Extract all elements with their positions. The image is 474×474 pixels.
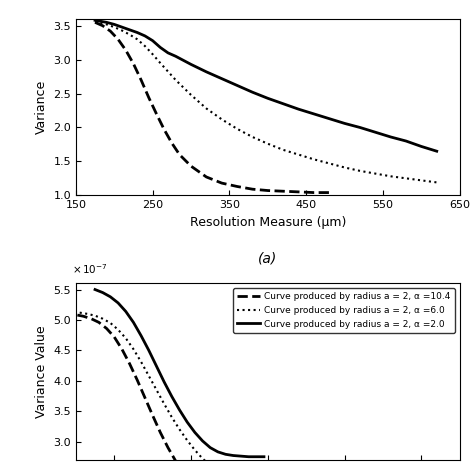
Text: (a): (a) xyxy=(258,252,277,266)
Y-axis label: Variance Value: Variance Value xyxy=(35,325,48,418)
Y-axis label: Variance: Variance xyxy=(35,80,48,134)
Text: $\times\,10^{-7}$: $\times\,10^{-7}$ xyxy=(72,263,108,276)
X-axis label: Resolution Measure (μm): Resolution Measure (μm) xyxy=(190,216,346,228)
Legend: Curve produced by radius a = 2, α =10.4, Curve produced by radius a = 2, α =6.0,: Curve produced by radius a = 2, α =10.4,… xyxy=(233,288,455,333)
